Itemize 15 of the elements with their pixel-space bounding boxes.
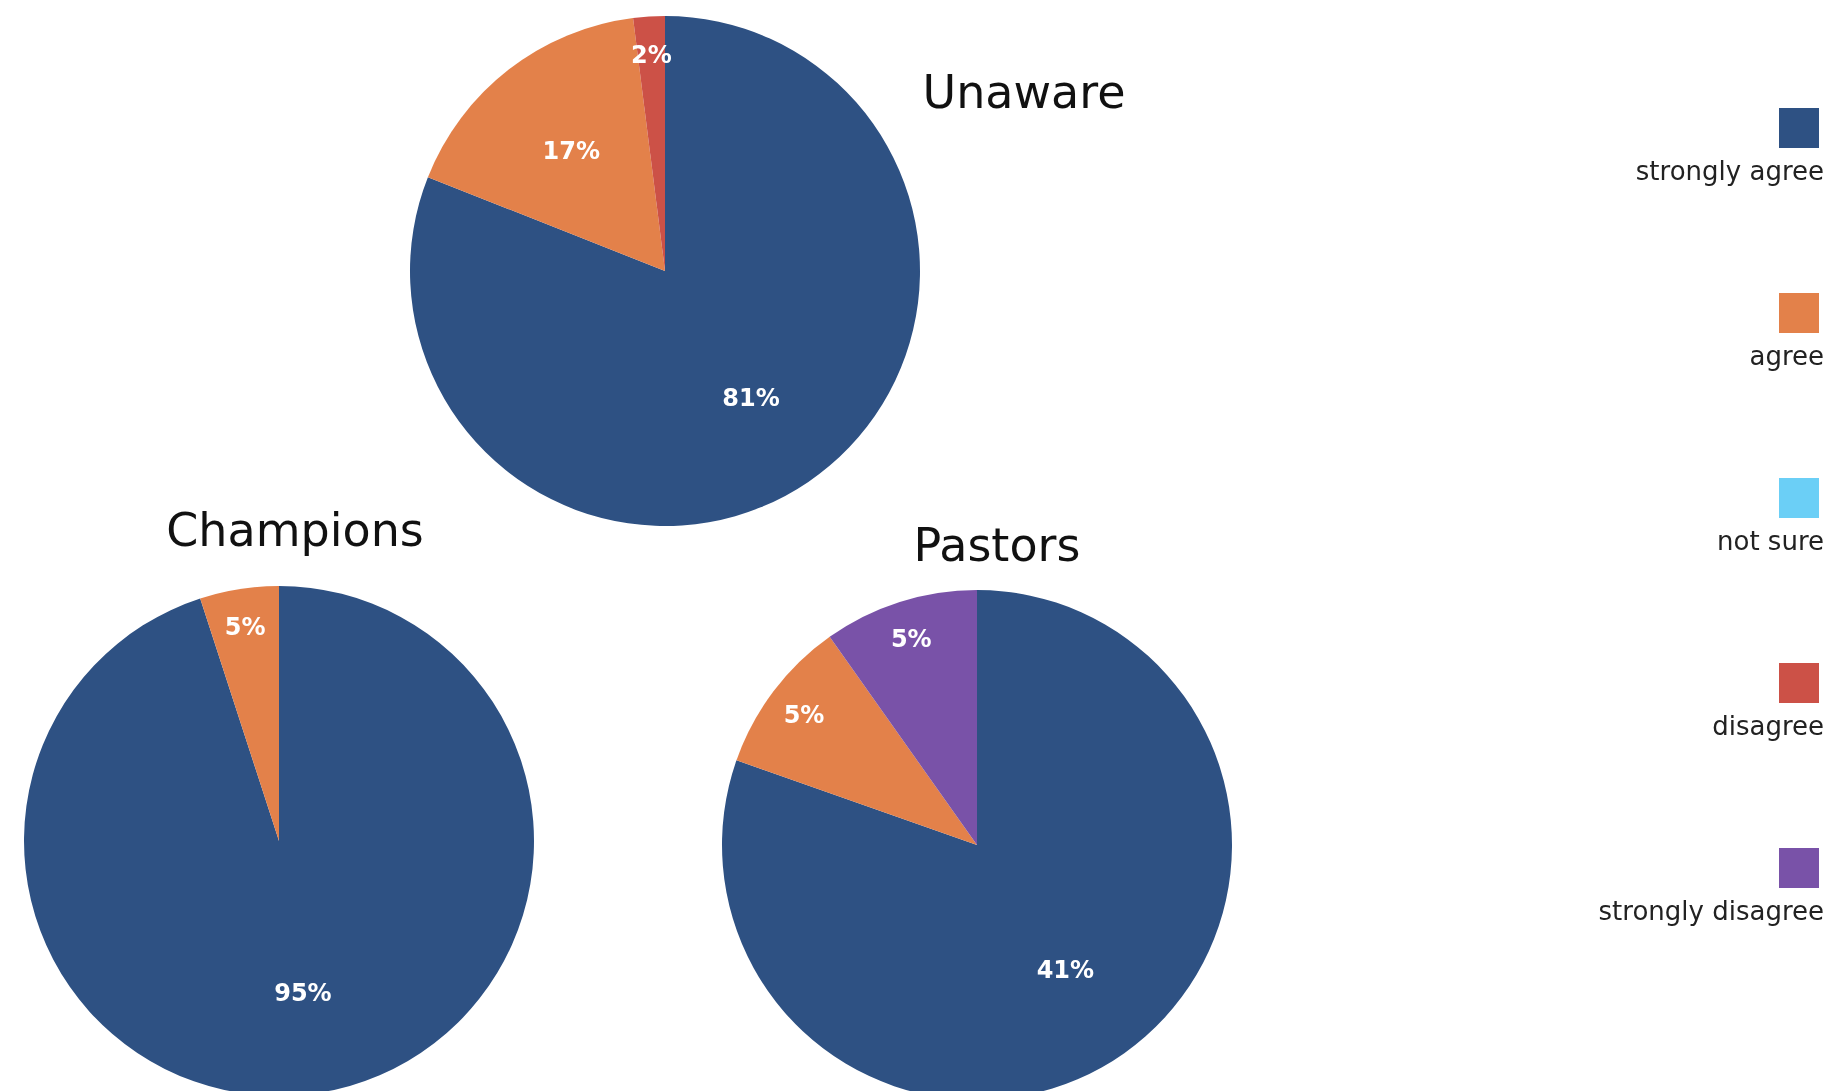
data-label: 5% bbox=[224, 613, 266, 642]
data-label: 5% bbox=[890, 624, 932, 653]
legend-label: disagree bbox=[1712, 711, 1824, 741]
data-label: 81% bbox=[722, 383, 780, 412]
text: Unaware bbox=[922, 65, 1126, 119]
legend-label: strongly disagree bbox=[1598, 896, 1824, 926]
data-label: 17% bbox=[542, 136, 600, 165]
text: Pastors bbox=[913, 518, 1081, 572]
data-label: 5% bbox=[783, 700, 825, 729]
legend-label: agree bbox=[1749, 341, 1824, 371]
chart-title: Champions bbox=[166, 503, 424, 557]
legend-label: not sure bbox=[1717, 526, 1824, 556]
data-label: 95% bbox=[274, 978, 332, 1007]
legend-label: strongly agree bbox=[1635, 156, 1824, 186]
data-label: 41% bbox=[1036, 956, 1095, 985]
